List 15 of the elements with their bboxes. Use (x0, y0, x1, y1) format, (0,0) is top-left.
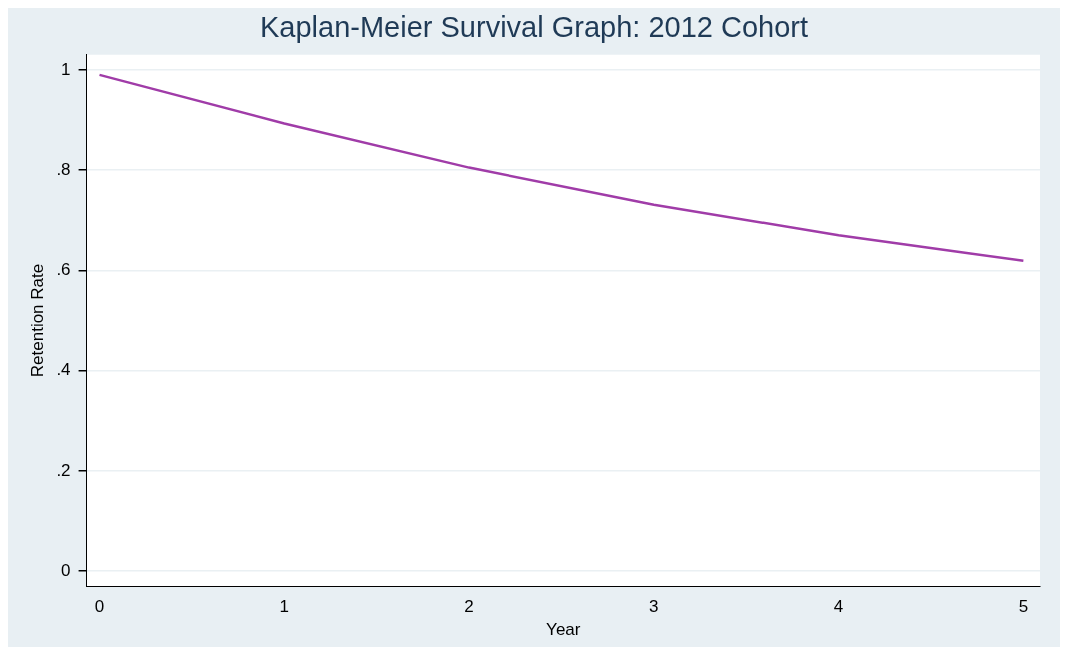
x-axis-title: Year (546, 620, 581, 640)
x-tick-label: 0 (94, 597, 105, 617)
chart-title: Kaplan-Meier Survival Graph: 2012 Cohort (259, 11, 809, 44)
x-tick-label: 5 (1018, 597, 1029, 617)
x-tick-label: 3 (649, 597, 659, 617)
x-tick-label: 4 (833, 597, 844, 617)
y-tick-label: 1 (61, 59, 71, 79)
x-tick-label: 2 (464, 597, 474, 617)
x-tick-label: 1 (279, 597, 290, 617)
y-tick-label: .4 (56, 360, 71, 380)
y-tick-label: 0 (61, 560, 71, 580)
y-axis-title: Retention Rate (27, 263, 47, 378)
y-tick-label: .8 (56, 159, 71, 179)
y-tick-label: .6 (56, 260, 71, 280)
y-tick-label: .2 (56, 460, 71, 480)
